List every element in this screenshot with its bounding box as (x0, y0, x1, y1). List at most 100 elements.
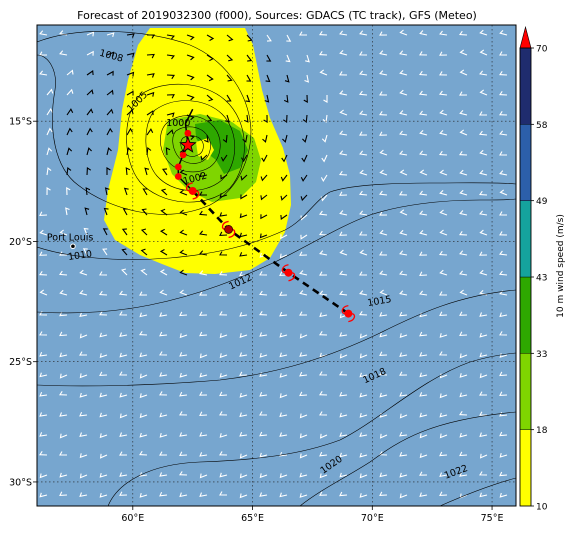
wind-barb-icon (66, 166, 72, 176)
wind-barb-icon (379, 251, 388, 256)
wind-barb-icon (499, 353, 508, 358)
cyclone-arm-icon (348, 312, 356, 323)
wind-barb-icon (139, 291, 148, 296)
wind-barb-icon (106, 167, 111, 175)
wind-zone-eye (196, 138, 214, 160)
wind-barb-icon (379, 351, 388, 357)
wind-barb-icon (479, 312, 488, 317)
wind-barb-icon (179, 189, 188, 196)
wind-barb-icon (239, 412, 248, 418)
wind-barb-icon (498, 270, 508, 276)
wind-barb-icon (118, 290, 128, 296)
wind-barb-icon (219, 451, 228, 456)
wind-barb-icon (99, 271, 108, 276)
cyclone-center-icon (224, 225, 234, 234)
colorbar-label: 10 m wind speed (m/s) (556, 214, 566, 318)
wind-barb-icon (279, 393, 288, 399)
wind-barb-icon (438, 90, 448, 96)
wind-barb-icon (418, 70, 428, 76)
wind-barb-icon (59, 412, 68, 417)
wind-barb-icon (338, 170, 348, 176)
wind-barb-icon (199, 452, 208, 457)
wind-barb-icon (303, 94, 308, 103)
wind-barb-icon (319, 290, 328, 296)
wind-barb-icon (479, 471, 488, 476)
wind-barb-icon (299, 333, 308, 339)
wind-barb-icon (119, 332, 128, 338)
wind-barb-icon (479, 432, 488, 438)
colorbar-tick-label: 43 (536, 274, 547, 284)
wind-barb-icon (246, 34, 253, 42)
wind-barb-icon (339, 270, 348, 276)
wind-barb-icon (359, 333, 368, 339)
track-point-marker (184, 129, 192, 137)
wind-barb-icon (245, 94, 251, 103)
wind-barb-icon (239, 252, 248, 257)
wind-barb-icon (226, 54, 234, 62)
wind-barb-icon (139, 492, 148, 498)
wind-barb-icon (379, 131, 388, 136)
wind-barb-icon (59, 491, 68, 497)
wind-barb-icon (160, 208, 168, 216)
wind-barb-icon (106, 51, 115, 57)
wind-barb-icon (322, 114, 328, 123)
wind-barb-icon (379, 472, 388, 478)
wind-barb-icon (259, 492, 268, 497)
wind-barb-icon (39, 270, 48, 276)
wind-barb-icon (39, 473, 48, 479)
wind-barb-icon (279, 492, 288, 498)
wind-barb-icon (359, 51, 368, 56)
wind-barb-icon (219, 291, 228, 296)
wind-barb-icon (102, 248, 108, 256)
wind-barb-icon (59, 352, 68, 358)
colorbar-segment (519, 353, 532, 430)
wind-barb-icon (339, 50, 348, 56)
wind-barb-icon (86, 108, 94, 116)
wind-barb-icon (419, 251, 428, 256)
wind-barb-icon (281, 154, 288, 163)
wind-barb-icon (260, 194, 268, 201)
wind-barb-icon (166, 74, 175, 80)
wind-barb-icon (419, 492, 428, 498)
track-point-marker (179, 151, 187, 159)
wind-barb-icon (279, 253, 288, 259)
wind-barb-icon (259, 372, 268, 377)
wind-barb-icon (499, 391, 508, 397)
wind-barb-icon (240, 194, 248, 200)
lat-tick-label: 30°S (9, 477, 32, 488)
wind-barb-icon (119, 451, 128, 456)
wind-barb-icon (379, 169, 388, 176)
isobar-1018 (107, 352, 516, 506)
wind-barb-icon (378, 190, 388, 196)
wind-barb-icon (199, 311, 208, 316)
wind-barb-icon (479, 453, 488, 459)
wind-barb-icon (399, 130, 408, 136)
wind-barb-icon (140, 268, 148, 276)
wind-barb-icon (479, 70, 488, 76)
wind-barb-icon (305, 54, 310, 63)
wind-barb-icon (399, 89, 408, 96)
wind-barb-icon (179, 432, 188, 437)
wind-barb-icon (259, 452, 268, 458)
wind-barb-icon (139, 413, 148, 419)
wind-barb-icon (358, 90, 368, 96)
wind-barb-icon (259, 310, 268, 316)
wind-barb-icon (339, 30, 348, 36)
wind-barb-icon (302, 134, 308, 143)
wind-barb-icon (119, 371, 127, 376)
colorbar-segment (519, 276, 532, 354)
wind-barb-icon (379, 289, 388, 296)
wind-barb-icon (479, 373, 488, 379)
wind-barb-icon (300, 194, 308, 202)
wind-barb-icon (299, 352, 308, 357)
wind-barb-icon (259, 391, 268, 397)
wind-barb-icon (459, 353, 468, 359)
wind-barb-icon (84, 207, 90, 216)
wind-barb-icon (159, 412, 168, 418)
wind-barb-icon (159, 269, 168, 276)
wind-barb-icon (399, 472, 408, 478)
wind-barb-icon (359, 353, 368, 359)
wind-barb-icon (399, 371, 408, 376)
wind-barb-icon (219, 472, 228, 478)
